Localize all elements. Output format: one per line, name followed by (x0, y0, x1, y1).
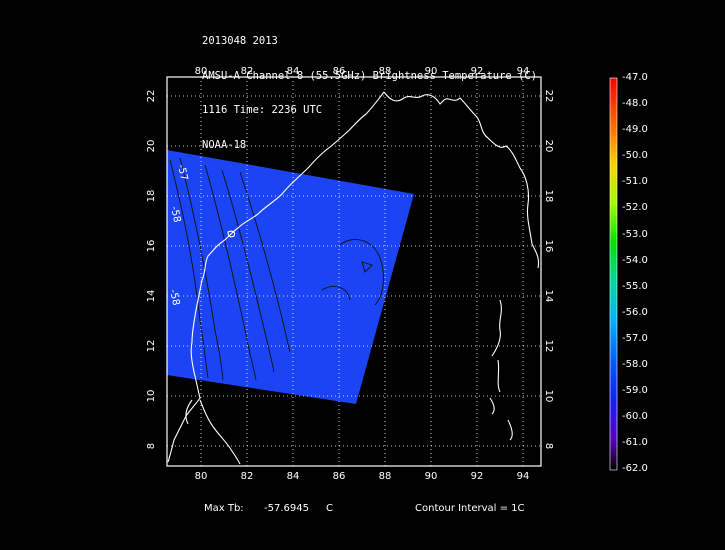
lat-tick: 10 (543, 390, 554, 403)
contour-label: -58 (168, 205, 182, 223)
lat-tick: 12 (543, 340, 554, 353)
lon-tick: 84 (287, 471, 300, 482)
header-date: 2013048 2013 (202, 35, 278, 47)
colorbar-label: -53.0 (622, 229, 648, 240)
colorbar-label: -56.0 (622, 307, 648, 318)
lat-tick: 14 (543, 290, 554, 303)
coastline (167, 91, 540, 465)
lon-tick: 82 (241, 471, 254, 482)
lat-tick: 8 (543, 443, 554, 449)
colorbar (609, 77, 618, 471)
lon-tick: 92 (471, 471, 484, 482)
contour-label: -58 (167, 288, 181, 306)
colorbar-label: -54.0 (622, 255, 648, 266)
lon-labels-top: 80 82 84 86 88 90 92 94 (195, 66, 530, 77)
header-satellite: NOAA-18 (202, 138, 247, 151)
colorbar-label: -52.0 (622, 202, 648, 213)
max-tb-unit: C (326, 503, 333, 514)
lat-labels-left: 22 20 18 16 14 12 10 8 (146, 90, 157, 450)
lon-tick: 80 (195, 66, 208, 77)
header-title: AMSU-A Channel 8 (55.5GHz) Brightness Te… (202, 69, 538, 82)
lon-tick: 88 (379, 66, 392, 77)
lon-tick: 92 (471, 66, 484, 77)
lat-tick: 10 (146, 390, 157, 403)
lat-tick: 12 (146, 340, 157, 353)
lon-tick: 94 (517, 66, 530, 77)
colorbar-label: -51.0 (622, 176, 648, 187)
max-tb-label: Max Tb: (204, 503, 244, 514)
colorbar-label: -61.0 (622, 437, 648, 448)
contour-label: -57 (175, 163, 189, 181)
colorbar-label: -62.0 (622, 463, 648, 474)
lon-tick: 86 (333, 66, 346, 77)
colorbar-label: -60.0 (622, 411, 648, 422)
lon-tick: 86 (333, 471, 346, 482)
lon-tick: 90 (425, 66, 438, 77)
colorbar-label: -55.0 (622, 281, 648, 292)
lon-tick: 82 (241, 66, 254, 77)
max-tb-value: -57.6945 (264, 503, 309, 514)
contour-interval: Contour Interval = 1C (415, 503, 525, 514)
contour-labels: -57 -58 -58 (167, 163, 189, 306)
lat-tick: 20 (543, 140, 554, 153)
lon-tick: 84 (287, 66, 300, 77)
lon-tick: 94 (517, 471, 530, 482)
lat-tick: 20 (146, 140, 157, 153)
lon-tick: 90 (425, 471, 438, 482)
colorbar-label: -58.0 (622, 359, 648, 370)
colorbar-label: -47.0 (622, 72, 648, 83)
lat-tick: 18 (146, 190, 157, 203)
lon-tick: 80 (195, 471, 208, 482)
map-header: 2013048 2013 AMSU-A Channel 8 (55.5GHz) … (202, 13, 537, 163)
lat-tick: 8 (146, 443, 157, 449)
lat-tick: 18 (543, 190, 554, 203)
lat-tick: 22 (146, 90, 157, 103)
lat-tick: 16 (146, 240, 157, 253)
colorbar-label: -48.0 (622, 98, 648, 109)
data-swath (167, 150, 414, 404)
map-frame (166, 76, 542, 467)
contour-lines (169, 157, 384, 381)
colorbar-label: -49.0 (622, 124, 648, 135)
colorbar-label: -59.0 (622, 385, 648, 396)
lat-lon-grid (167, 77, 541, 466)
lat-tick: 16 (543, 240, 554, 253)
lon-labels-bottom: 80 82 84 86 88 90 92 94 (195, 471, 530, 482)
lon-tick: 88 (379, 471, 392, 482)
colorbar-label: -57.0 (622, 333, 648, 344)
lat-tick: 22 (543, 90, 554, 103)
header-time: 1116 Time: 2236 UTC (202, 104, 323, 116)
lat-tick: 14 (146, 290, 157, 303)
lat-labels-right: 22 20 18 16 14 12 10 8 (543, 90, 554, 450)
colorbar-label: -50.0 (622, 150, 648, 161)
